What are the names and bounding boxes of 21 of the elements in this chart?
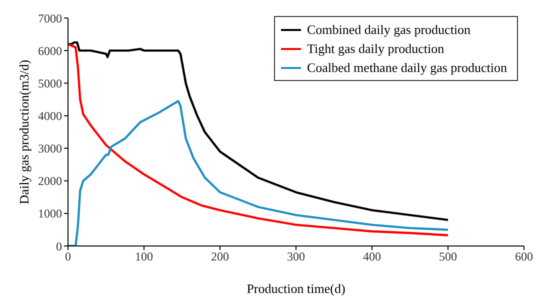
- y-tick-label: 6000: [38, 44, 62, 58]
- legend-label: Tight gas daily production: [306, 40, 444, 58]
- y-tick-label: 4000: [38, 108, 62, 123]
- y-tick-label: 1000: [38, 206, 62, 221]
- y-tick-label: 3000: [38, 142, 62, 156]
- x-axis-title: Production time(d): [246, 281, 346, 296]
- x-tick-label: 400: [363, 250, 381, 264]
- legend-label: Coalbed methane daily gas production: [306, 59, 507, 77]
- y-axis-title: Daily gas production(m3/d): [16, 60, 32, 204]
- x-tick-label: 100: [135, 250, 153, 264]
- y-tick-label: 2000: [38, 174, 62, 188]
- line-series: [68, 100, 450, 246]
- legend-label: Combined daily gas production: [306, 21, 471, 39]
- x-tick-label: 600: [515, 250, 533, 264]
- x-tick-label: 500: [439, 250, 457, 264]
- y-tick-label: 7000: [38, 11, 62, 26]
- x-tick-label: 300: [287, 250, 305, 264]
- y-tick-label: 5000: [38, 76, 62, 90]
- y-tick-label: 0: [56, 239, 62, 254]
- x-tick-label: 0: [65, 250, 71, 264]
- x-tick-label: 200: [211, 250, 229, 264]
